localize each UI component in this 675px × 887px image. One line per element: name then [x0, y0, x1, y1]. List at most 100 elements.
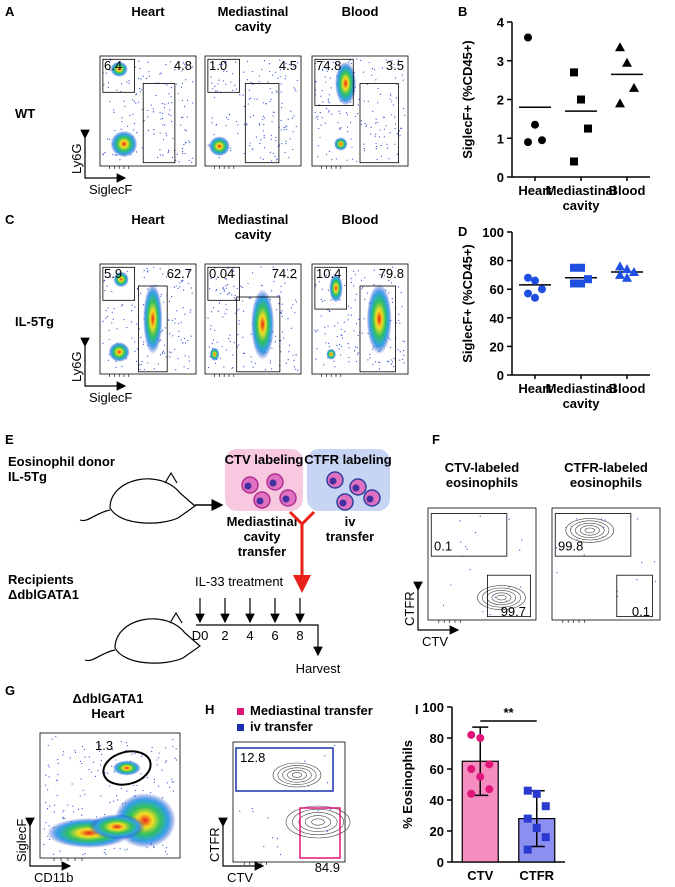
data-point — [476, 772, 485, 781]
event-dot — [339, 354, 342, 356]
event-dot — [346, 126, 349, 128]
y-axis-label: CTFR — [402, 591, 417, 626]
event-dot — [166, 84, 168, 86]
gate-value: 6.4 — [104, 58, 122, 73]
y-axis-label: CTFR — [207, 827, 222, 862]
y-tick-label: 2 — [497, 93, 504, 108]
event-dot — [126, 270, 128, 272]
event-dot — [268, 70, 271, 73]
event-dot — [654, 561, 656, 563]
event-dot — [328, 110, 330, 112]
event-dot — [153, 846, 155, 849]
event-dot — [391, 273, 393, 275]
event-dot — [223, 366, 225, 368]
event-dot — [337, 122, 339, 124]
event-dot — [293, 64, 295, 66]
event-dot — [353, 330, 355, 332]
event-dot — [243, 352, 245, 354]
event-dot — [161, 117, 164, 120]
event-dot — [216, 341, 218, 343]
event-dot — [271, 368, 273, 370]
event-dot — [351, 146, 353, 148]
event-dot — [63, 809, 65, 812]
gate-value: 74.2 — [272, 266, 297, 281]
density-blob — [329, 273, 343, 303]
event-dot — [469, 568, 471, 571]
event-dot — [234, 294, 236, 297]
event-dot — [207, 145, 209, 147]
event-dot — [255, 136, 258, 138]
event-dot — [274, 155, 276, 158]
event-dot — [79, 795, 81, 797]
data-point — [577, 263, 585, 272]
event-dot — [323, 364, 325, 366]
gate-value: 62.7 — [167, 266, 192, 281]
gate — [314, 58, 354, 106]
event-dot — [279, 76, 281, 78]
event-dot — [100, 795, 102, 797]
event-dot — [217, 83, 219, 85]
event-dot — [120, 740, 122, 743]
event-dot — [100, 753, 103, 756]
event-dot — [281, 102, 283, 104]
event-dot — [108, 329, 110, 332]
gate — [102, 750, 152, 786]
data-point — [615, 98, 625, 108]
event-dot — [365, 125, 367, 127]
event-dot — [262, 130, 264, 132]
event-dot — [153, 133, 155, 135]
event-dot — [62, 818, 64, 820]
event-dot — [251, 807, 253, 810]
event-dot — [276, 158, 278, 160]
event-dot — [232, 267, 234, 269]
contour — [584, 527, 595, 534]
event-dot — [320, 124, 322, 126]
event-dot — [260, 139, 262, 141]
y-tick-label: 60 — [490, 282, 504, 297]
event-dot — [280, 91, 282, 93]
event-dot — [77, 808, 80, 811]
event-dot — [222, 288, 224, 290]
event-dot — [332, 61, 334, 63]
event-dot — [246, 60, 249, 62]
event-dot — [123, 100, 125, 102]
event-dot — [319, 136, 321, 139]
event-dot — [184, 355, 186, 357]
event-dot — [285, 362, 287, 364]
event-dot — [327, 289, 330, 291]
event-dot — [79, 760, 82, 762]
event-dot — [242, 352, 244, 355]
event-dot — [223, 290, 225, 292]
event-dot — [369, 357, 371, 359]
event-dot — [138, 101, 140, 103]
event-dot — [62, 811, 64, 813]
axis-arrow — [80, 337, 127, 391]
event-dot — [292, 148, 294, 151]
event-dot — [295, 368, 297, 370]
event-dot — [148, 71, 150, 73]
event-dot — [146, 267, 148, 270]
event-dot — [315, 285, 317, 287]
event-dot — [107, 307, 109, 309]
event-dot — [134, 306, 136, 308]
event-dot — [323, 60, 325, 63]
event-dot — [243, 366, 245, 368]
event-dot — [393, 357, 395, 360]
event-dot — [262, 115, 264, 117]
treatment-label: IL-33 treatment — [195, 574, 284, 589]
event-dot — [213, 66, 215, 68]
event-dot — [47, 789, 49, 791]
event-dot — [315, 358, 317, 360]
event-dot — [239, 94, 241, 96]
event-dot — [394, 116, 396, 118]
y-tick-label: 0 — [497, 170, 504, 185]
event-dot — [169, 109, 171, 111]
event-dot — [363, 147, 365, 150]
event-dot — [138, 328, 140, 330]
event-dot — [215, 90, 217, 92]
contour — [304, 815, 332, 829]
event-dot — [350, 307, 352, 309]
event-dot — [335, 63, 338, 65]
x-tick-label: Mediastinal cavity — [546, 183, 617, 213]
event-dot — [166, 782, 168, 784]
